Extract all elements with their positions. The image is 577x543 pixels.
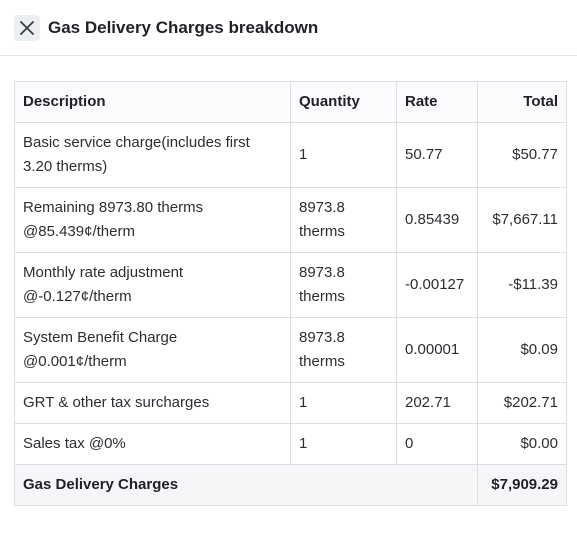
- column-header-description: Description: [14, 81, 291, 123]
- row-total: $0.09: [477, 317, 567, 383]
- row-rate: 0: [396, 423, 478, 465]
- table-row: Remaining 8973.80 therms @85.439¢/therm …: [14, 187, 567, 253]
- row-rate: 50.77: [396, 122, 478, 188]
- row-rate: 0.00001: [396, 317, 478, 383]
- charges-table-container: Description Quantity Rate Total Basic se…: [14, 81, 567, 506]
- footer-total: $7,909.29: [477, 464, 567, 506]
- row-rate: -0.00127: [396, 252, 478, 318]
- row-description: GRT & other tax surcharges: [14, 382, 291, 424]
- row-description: Remaining 8973.80 therms @85.439¢/therm: [14, 187, 291, 253]
- row-quantity: 1: [290, 382, 397, 424]
- row-total: -$11.39: [477, 252, 567, 318]
- table-row: Sales tax @0% 1 0 $0.00: [14, 423, 567, 465]
- footer-label: Gas Delivery Charges: [14, 464, 478, 506]
- charges-table: Description Quantity Rate Total Basic se…: [14, 81, 567, 506]
- table-row: GRT & other tax surcharges 1 202.71 $202…: [14, 382, 567, 424]
- dialog-header: Gas Delivery Charges breakdown: [0, 0, 577, 56]
- row-description: Sales tax @0%: [14, 423, 291, 465]
- column-header-rate: Rate: [396, 81, 478, 123]
- row-quantity: 1: [290, 122, 397, 188]
- row-description: Basic service charge(includes first 3.20…: [14, 122, 291, 188]
- row-total: $7,667.11: [477, 187, 567, 253]
- dialog-title: Gas Delivery Charges breakdown: [48, 17, 319, 37]
- close-icon: [20, 20, 34, 35]
- table-header-row: Description Quantity Rate Total: [14, 81, 567, 123]
- table-row: Basic service charge(includes first 3.20…: [14, 122, 567, 188]
- table-row: Monthly rate adjustment @-0.127¢/therm 8…: [14, 252, 567, 318]
- table-footer-row: Gas Delivery Charges $7,909.29: [14, 464, 567, 506]
- column-header-quantity: Quantity: [290, 81, 397, 123]
- row-rate: 202.71: [396, 382, 478, 424]
- table-row: System Benefit Charge @0.001¢/therm 8973…: [14, 317, 567, 383]
- row-description: Monthly rate adjustment @-0.127¢/therm: [14, 252, 291, 318]
- row-total: $0.00: [477, 423, 567, 465]
- column-header-total: Total: [477, 81, 567, 123]
- row-total: $202.71: [477, 382, 567, 424]
- row-quantity: 8973.8 therms: [290, 187, 397, 253]
- row-rate: 0.85439: [396, 187, 478, 253]
- row-quantity: 8973.8 therms: [290, 317, 397, 383]
- row-quantity: 8973.8 therms: [290, 252, 397, 318]
- row-total: $50.77: [477, 122, 567, 188]
- close-button[interactable]: [14, 14, 40, 41]
- row-quantity: 1: [290, 423, 397, 465]
- row-description: System Benefit Charge @0.001¢/therm: [14, 317, 291, 383]
